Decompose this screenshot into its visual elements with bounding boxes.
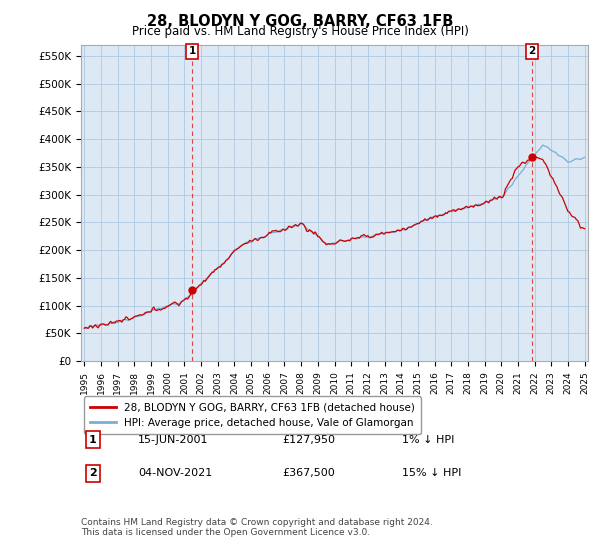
- Text: 28, BLODYN Y GOG, BARRY, CF63 1FB: 28, BLODYN Y GOG, BARRY, CF63 1FB: [147, 14, 453, 29]
- Text: 15% ↓ HPI: 15% ↓ HPI: [402, 468, 461, 478]
- Text: 15-JUN-2001: 15-JUN-2001: [138, 435, 209, 445]
- Text: Contains HM Land Registry data © Crown copyright and database right 2024.
This d: Contains HM Land Registry data © Crown c…: [81, 518, 433, 538]
- Text: 2: 2: [529, 46, 536, 57]
- Text: £127,950: £127,950: [282, 435, 335, 445]
- Text: 04-NOV-2021: 04-NOV-2021: [138, 468, 212, 478]
- Text: 1% ↓ HPI: 1% ↓ HPI: [402, 435, 454, 445]
- Legend: 28, BLODYN Y GOG, BARRY, CF63 1FB (detached house), HPI: Average price, detached: 28, BLODYN Y GOG, BARRY, CF63 1FB (detac…: [83, 396, 421, 434]
- Text: Price paid vs. HM Land Registry's House Price Index (HPI): Price paid vs. HM Land Registry's House …: [131, 25, 469, 38]
- Text: 1: 1: [188, 46, 196, 57]
- Text: 2: 2: [89, 468, 97, 478]
- Text: £367,500: £367,500: [282, 468, 335, 478]
- Text: 1: 1: [89, 435, 97, 445]
